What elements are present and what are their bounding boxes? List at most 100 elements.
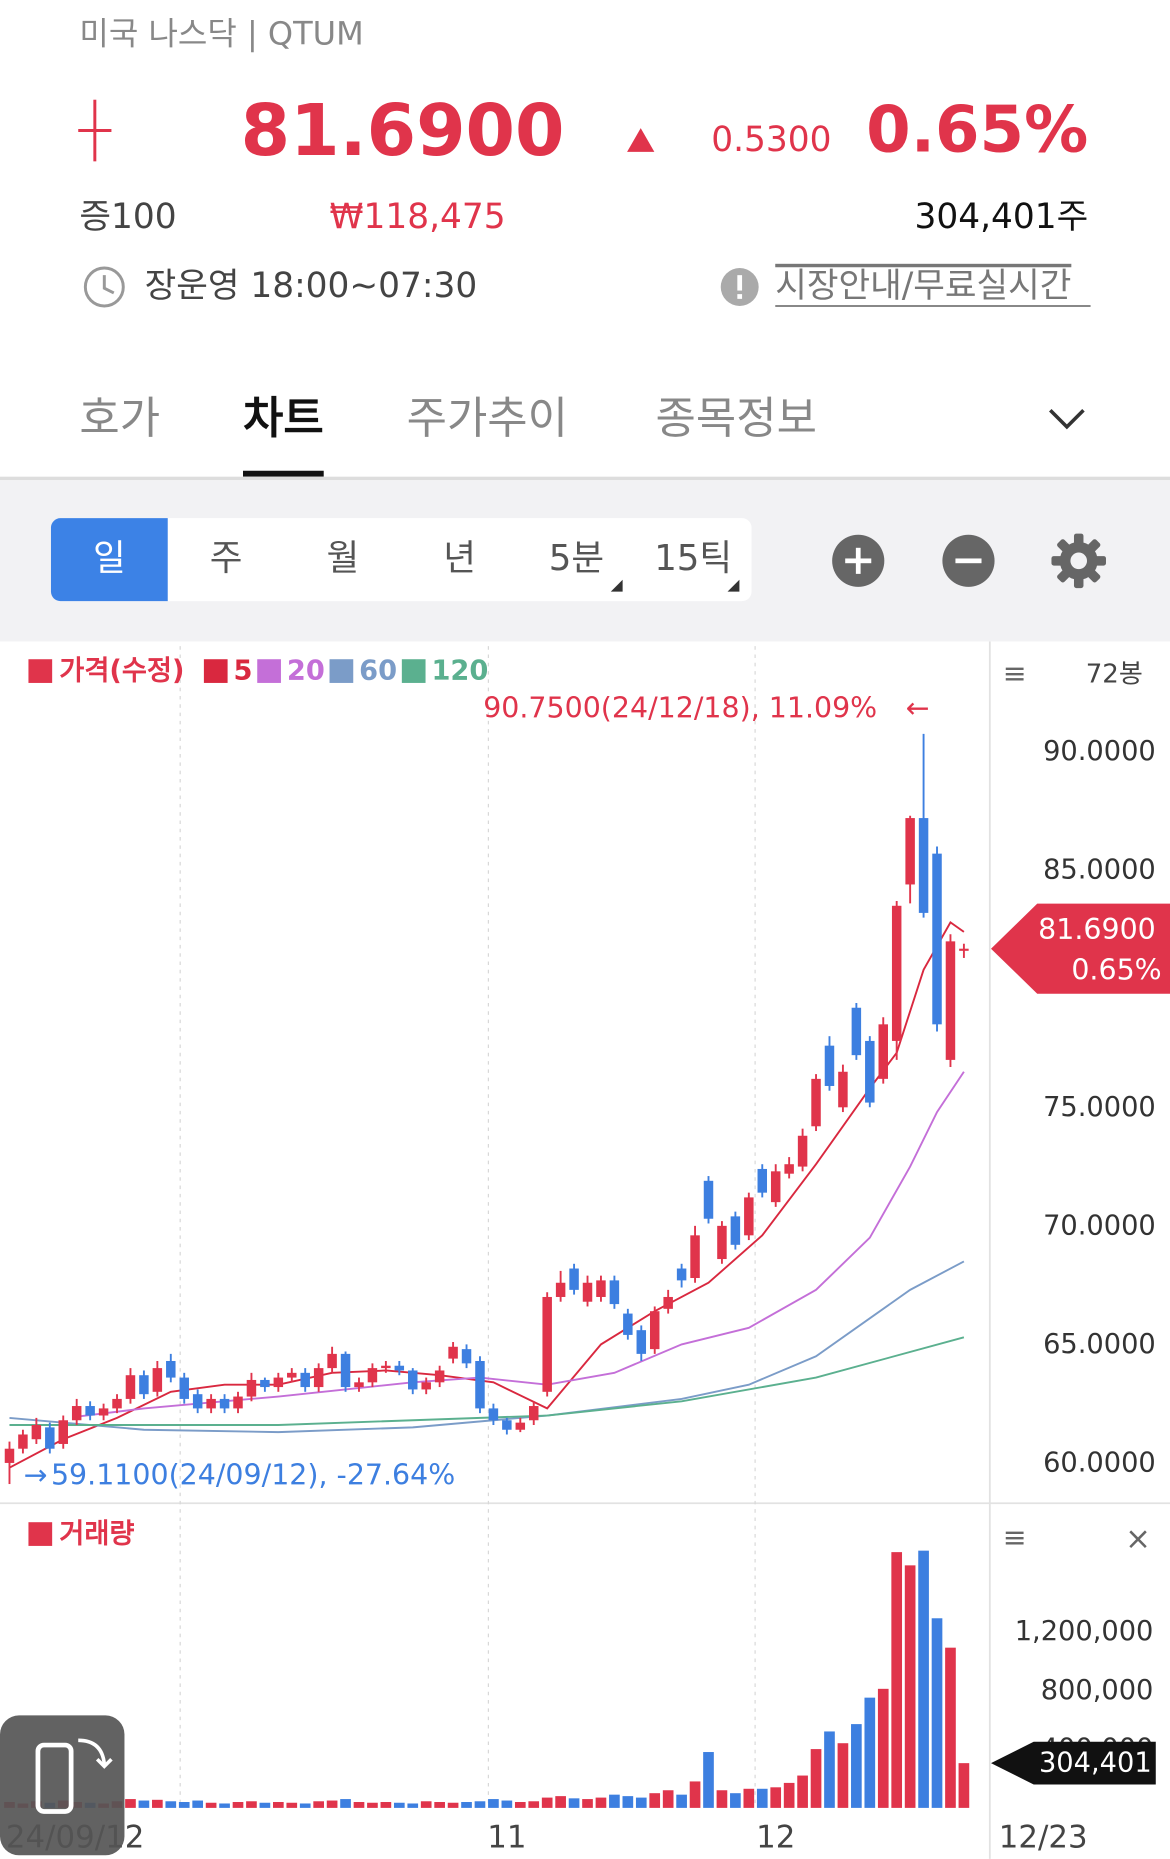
volume-bar: [326, 1800, 338, 1808]
candle-body: [851, 1007, 862, 1056]
period[interactable]: 년: [443, 538, 476, 579]
market-name: 미국 나스닥 | QTUM: [79, 14, 363, 52]
candle-body: [98, 1408, 109, 1416]
market-notice-link[interactable]: 시장안내/무료실시간: [775, 266, 1071, 306]
volume-bar: [219, 1803, 230, 1808]
volume-bar: [178, 1802, 190, 1808]
volume-bar: [703, 1752, 714, 1808]
x-tick-label: 11: [487, 1820, 526, 1856]
candle-body: [408, 1370, 418, 1390]
candle-body: [515, 1422, 526, 1430]
period-items: 일 주 월 년 5분 15틱: [50, 518, 740, 602]
price: 81.6900: [241, 89, 565, 172]
panel-menu[interactable]: ≡: [1003, 657, 1027, 690]
candle-body: [596, 1280, 606, 1297]
volume-bar: [676, 1794, 687, 1808]
settings-button[interactable]: [1051, 533, 1106, 589]
volume-bar: [286, 1802, 298, 1808]
volume-bar: [434, 1802, 445, 1808]
change-pct: 0.65%: [866, 94, 1088, 168]
current-change-label: 0.65%: [1071, 954, 1161, 987]
volume-bar: [958, 1763, 970, 1808]
legend-volume: 거래량: [59, 1519, 134, 1550]
tab[interactable]: 주가추이: [407, 393, 568, 444]
candle-body: [166, 1360, 176, 1378]
volume-bar: [461, 1802, 472, 1808]
volume-bar: [313, 1801, 324, 1808]
volume-bar: [851, 1724, 862, 1808]
period[interactable]: 일: [93, 538, 126, 579]
panel-menu[interactable]: ≡: [1003, 1521, 1027, 1554]
legend-swatch: [401, 659, 426, 683]
month-grid: [179, 646, 756, 1808]
y-tick-label: 800,000: [1041, 1675, 1154, 1706]
volume-bar: [743, 1788, 755, 1808]
candle-body: [273, 1377, 284, 1388]
tab-divider: [0, 476, 1170, 481]
volume-bar: [447, 1802, 459, 1808]
volume-bar: [299, 1803, 311, 1808]
tab-bar: 호가 차트 주가추이 종목정보: [79, 393, 817, 477]
period[interactable]: 5분: [549, 538, 604, 579]
zoom-in-button[interactable]: [832, 534, 885, 587]
volume-bar: [353, 1802, 365, 1808]
y-tick-label: 70.0000: [1043, 1210, 1156, 1241]
volume-bar: [877, 1688, 889, 1808]
legend-label: 120: [431, 656, 488, 687]
volume-bar: [609, 1794, 620, 1808]
candle-body: [300, 1372, 310, 1388]
candle-body: [45, 1427, 55, 1449]
market-hours: 장운영 18:00~07:30: [145, 266, 478, 306]
candle-body: [260, 1379, 270, 1388]
tab-indicator: [243, 470, 324, 477]
info-icon: [720, 268, 759, 306]
volume-bar: [528, 1801, 540, 1808]
zoom-out-button[interactable]: [942, 534, 995, 587]
period[interactable]: 월: [327, 538, 360, 579]
volume-bar: [340, 1799, 351, 1808]
period[interactable]: 주: [210, 538, 243, 579]
tab[interactable]: 종목정보: [656, 393, 817, 444]
volume-bar: [488, 1799, 499, 1808]
moving-average-line: [76, 1071, 965, 1418]
legend-swatch: [28, 659, 53, 683]
krw-price: ₩118,475: [330, 197, 506, 237]
volume-bar: [770, 1787, 782, 1808]
candle-body: [58, 1420, 68, 1444]
y-tick-label: 60.0000: [1043, 1447, 1156, 1478]
y-tick-label: 75.0000: [1043, 1092, 1156, 1123]
candle-body: [246, 1379, 257, 1397]
candle-body: [434, 1370, 445, 1383]
panel-close[interactable]: ×: [1125, 1521, 1151, 1557]
candle-body: [529, 1406, 539, 1421]
candle-body: [918, 818, 929, 913]
volume-bar: [662, 1790, 674, 1808]
candle-body: [623, 1313, 633, 1335]
candle-body: [85, 1406, 95, 1416]
candle-body: [811, 1078, 821, 1127]
candle-body: [394, 1365, 405, 1371]
tab[interactable]: 호가: [79, 393, 160, 444]
volume-bar: [152, 1799, 163, 1808]
volume-bar: [810, 1749, 822, 1808]
volume-bar: [649, 1793, 661, 1808]
tab[interactable]: 차트: [243, 393, 324, 444]
y-tick-label: 85.0000: [1043, 855, 1156, 886]
rotate-button[interactable]: [0, 1715, 125, 1856]
current-volume-tag: [991, 1741, 1156, 1785]
volume-bar: [165, 1801, 177, 1808]
volume-bar: [931, 1618, 943, 1808]
candle-body: [206, 1398, 216, 1409]
high-arrow: ←: [906, 691, 930, 724]
candle-body: [354, 1382, 364, 1388]
period[interactable]: 15틱: [654, 538, 732, 579]
volume-bar: [689, 1781, 701, 1808]
overlay: 81.6900 0.65% 304,401: [991, 903, 1170, 1785]
volume-bar: [635, 1797, 647, 1808]
tab-more-chevron[interactable]: [1049, 409, 1085, 430]
candle-body: [757, 1168, 768, 1193]
volume-bar: [716, 1790, 728, 1808]
volume-bar: [420, 1801, 432, 1808]
period-active: [50, 518, 168, 602]
